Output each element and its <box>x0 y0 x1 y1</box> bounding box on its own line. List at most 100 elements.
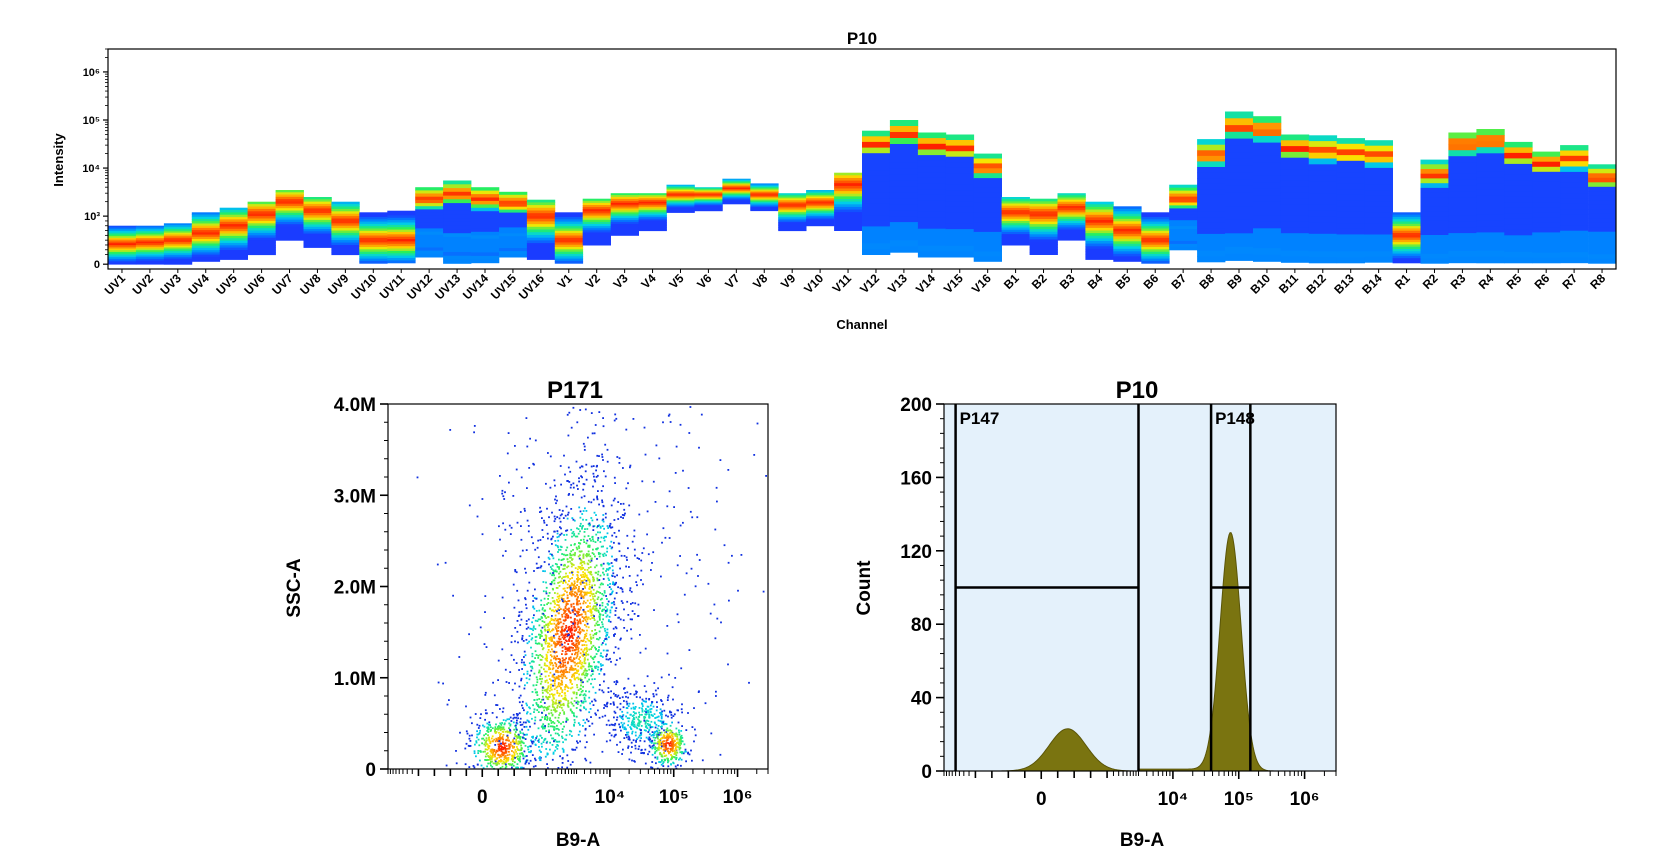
dotplot-point <box>553 739 556 742</box>
dotplot-point <box>556 689 559 692</box>
dotplot-point <box>496 763 498 766</box>
dotplot-point <box>522 754 524 757</box>
spectrum-band <box>443 229 472 234</box>
dotplot-point <box>570 528 573 531</box>
dotplot-point <box>553 530 556 533</box>
dotplot-point <box>542 727 544 730</box>
dotplot-point <box>569 679 571 681</box>
dotplot-point <box>550 659 552 662</box>
dotplot-point <box>585 620 588 623</box>
dotplot-point <box>567 511 570 514</box>
dotplot-point <box>502 522 504 525</box>
spectrum-band <box>526 251 556 255</box>
dotplot-point <box>564 605 567 608</box>
spectrum-band <box>945 240 975 247</box>
spectrum-band <box>499 224 528 228</box>
spectrum-band <box>1448 179 1477 187</box>
dotplot-point <box>554 602 556 605</box>
dotplot-point <box>583 531 586 533</box>
spectrum-band <box>1476 153 1505 160</box>
dotplot-point <box>563 672 565 675</box>
dotplot-point <box>592 636 595 639</box>
dotplot-point <box>603 673 606 675</box>
dotplot-point <box>558 576 560 579</box>
dotplot-point <box>575 715 578 718</box>
dotplot-point <box>510 720 513 722</box>
dotplot-point <box>580 666 583 668</box>
spectrum-band <box>387 255 416 259</box>
dotplot-point <box>472 765 475 767</box>
dotplot-point <box>582 694 585 697</box>
spectrum-band <box>1280 244 1310 252</box>
spectrum-band <box>359 254 388 257</box>
dotplot-point <box>569 578 572 580</box>
dotplot-point <box>581 566 583 569</box>
dotplot-point <box>602 520 605 523</box>
dotplot-point <box>598 555 601 558</box>
dotplot-point <box>576 644 579 647</box>
dotplot-point <box>670 716 673 719</box>
spectrum-band <box>1504 235 1533 242</box>
dotplot-point <box>570 632 573 635</box>
dotplot-point <box>607 658 610 661</box>
spectrum-band <box>1113 243 1142 247</box>
dotplot-point <box>630 637 633 640</box>
dotplot-point <box>575 676 578 679</box>
spectrum-band <box>415 234 444 239</box>
dotplot-point <box>582 518 584 521</box>
spectrum-x-tick-label: V11 <box>830 271 855 296</box>
dotplot-point <box>709 612 712 615</box>
dotplot-point <box>577 608 580 611</box>
dotplot-point <box>564 668 567 671</box>
dotplot-point <box>654 752 656 755</box>
spectrum-band <box>1476 256 1505 264</box>
spectrum-band <box>638 213 667 216</box>
dotplot-point <box>581 661 583 664</box>
dotplot-point <box>556 719 559 722</box>
dotplot-point <box>602 459 604 461</box>
dotplot-point <box>494 730 496 733</box>
dotplot-point <box>504 763 507 766</box>
dotplot-point <box>660 700 663 702</box>
spectrum-x-tick-label: UV15 <box>488 271 519 302</box>
dotplot-point <box>612 499 615 502</box>
dotplot-point <box>644 710 646 713</box>
spectrum-band <box>275 205 304 209</box>
dotplot-point <box>593 525 596 527</box>
spectrum-band <box>1057 195 1086 198</box>
dotplot-point <box>492 752 494 755</box>
dotplot-point <box>555 502 557 505</box>
dotplot-point <box>551 737 553 740</box>
spectrum-band <box>1504 163 1533 170</box>
dotplot-point <box>549 630 552 633</box>
spectrum-band <box>415 187 444 191</box>
dotplot-point <box>570 665 573 667</box>
dotplot-point <box>651 731 654 733</box>
dotplot-point <box>500 737 502 740</box>
dotplot-point <box>541 656 544 659</box>
spectrum-band <box>862 226 891 233</box>
spectrum-band <box>471 238 500 243</box>
dotplot-point <box>633 613 636 615</box>
dotplot-point <box>580 574 582 577</box>
dotplot-point <box>548 719 551 721</box>
dotplot-point <box>516 719 518 722</box>
dotplot-point <box>555 701 557 704</box>
dotplot-point <box>486 752 489 754</box>
dotplot-point <box>556 747 559 750</box>
spectrum-band <box>1169 246 1198 251</box>
dotplot-point <box>564 607 567 610</box>
dotplot-point <box>579 602 582 605</box>
dotplot-point <box>508 750 510 753</box>
spectrum-band <box>1560 246 1589 253</box>
dotplot-point <box>593 615 595 617</box>
dotplot-point <box>513 742 516 745</box>
spectrum-band <box>1476 189 1505 197</box>
dotplot-point <box>628 738 631 741</box>
dotplot-point <box>582 700 585 703</box>
dotplot-point <box>596 577 599 580</box>
dotplot-point <box>547 649 550 651</box>
dotplot-point <box>621 715 624 718</box>
dotplot-point <box>612 581 614 584</box>
dotplot-point <box>667 696 669 699</box>
